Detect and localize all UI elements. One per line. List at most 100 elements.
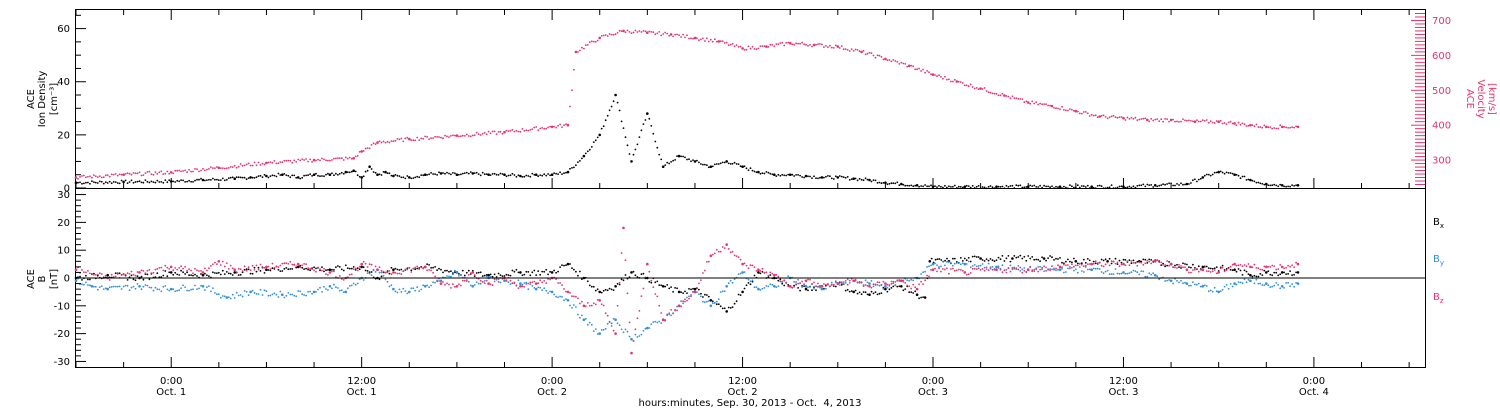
by-series-dot xyxy=(1039,265,1041,268)
bx-series-dot xyxy=(834,285,837,288)
ion-density-series-dot xyxy=(981,186,984,188)
velocity-series-dot xyxy=(404,137,407,140)
bz-series-dot xyxy=(1184,266,1186,269)
ion-density-series-point xyxy=(725,160,728,163)
ion-density-series-dot xyxy=(731,162,734,165)
ion-density-series-dot xyxy=(1162,183,1164,186)
bx-series-dot xyxy=(610,288,613,291)
ion-density-series-dot xyxy=(781,173,784,176)
bz-series-dot xyxy=(1194,268,1196,271)
bx-series-dot xyxy=(483,274,486,277)
bx-series-dot xyxy=(993,260,996,263)
by-series-dot xyxy=(283,296,286,299)
ion-density-series-dot xyxy=(418,176,421,179)
velocity-series-dot xyxy=(1219,119,1222,122)
bz-series-dot xyxy=(594,303,597,306)
velocity-series-dot xyxy=(844,48,847,50)
velocity-series-dot xyxy=(783,44,786,47)
bx-series-dot xyxy=(670,286,672,288)
by-series-dot xyxy=(948,261,950,263)
ion-density-series-dot xyxy=(479,174,482,177)
ion-density-series-dot xyxy=(463,172,466,175)
velocity-series-dot xyxy=(1138,118,1141,121)
by-series-dot xyxy=(767,285,770,288)
bx-series-dot xyxy=(299,264,302,267)
ion-density-series-dot xyxy=(938,185,940,187)
by-series-dot xyxy=(370,274,373,276)
by-series-point xyxy=(1280,285,1284,288)
ion-density-series-dot xyxy=(793,175,795,177)
ion-density-series-dot xyxy=(380,174,383,176)
bz-series-dot xyxy=(404,268,407,271)
bz-series-dot xyxy=(787,285,790,288)
bz-series-point xyxy=(852,279,855,283)
bx-series-dot xyxy=(1247,273,1250,275)
bx-series-dot xyxy=(729,307,732,309)
bz-series-dot xyxy=(604,312,607,315)
velocity-series-dot xyxy=(961,82,964,84)
velocity-series-dot xyxy=(89,175,91,178)
bz-series-dot xyxy=(892,282,895,285)
bz-series-dot xyxy=(1182,266,1184,269)
bz-series-dot xyxy=(136,271,139,273)
by-series-dot xyxy=(1051,268,1053,271)
velocity-series-dot xyxy=(1001,92,1004,95)
bz-series-dot xyxy=(610,322,613,325)
bz-series-dot xyxy=(525,283,528,285)
by-series-dot xyxy=(279,290,282,293)
by-series-dot xyxy=(1065,271,1067,273)
velocity-series-dot xyxy=(206,168,208,171)
by-series-dot xyxy=(1285,282,1287,284)
velocity-series-dot xyxy=(850,48,853,50)
bz-series-dot xyxy=(89,272,91,275)
velocity-series-dot xyxy=(668,34,671,37)
by-series-dot xyxy=(983,266,986,269)
velocity-series-point xyxy=(1249,123,1252,127)
ion-density-series-dot xyxy=(285,174,288,177)
velocity-series-dot xyxy=(624,31,627,34)
top-right-ylabel-line3: [km/s] xyxy=(1486,83,1497,115)
velocity-series-dot xyxy=(210,166,212,169)
bz-series-dot xyxy=(668,312,671,315)
bx-series-point xyxy=(884,287,887,291)
bz-series-dot xyxy=(1215,272,1218,275)
velocity-series-dot xyxy=(1045,103,1047,106)
bz-series-dot xyxy=(1130,260,1133,262)
by-series-dot xyxy=(204,289,206,291)
bz-series-dot xyxy=(1273,265,1276,267)
by-series-dot xyxy=(906,279,909,282)
bz-series-dot xyxy=(1035,267,1038,270)
velocity-series-dot xyxy=(356,155,359,157)
velocity-series-dot xyxy=(654,33,657,36)
bz-series-dot xyxy=(825,283,827,286)
ion-density-series-dot xyxy=(432,173,434,175)
velocity-series-dot xyxy=(297,158,300,161)
bx-series-dot xyxy=(553,269,555,272)
bx-series-dot xyxy=(848,290,851,293)
ion-density-series-dot xyxy=(1007,186,1010,188)
bx-series-point xyxy=(566,262,570,266)
bz-series-dot xyxy=(1015,268,1018,270)
by-series-dot xyxy=(642,330,645,332)
velocity-series-dot xyxy=(561,126,563,129)
velocity-series-dot xyxy=(1239,123,1242,126)
bz-series-dot xyxy=(465,279,468,281)
bx-series-point xyxy=(296,265,300,269)
ion-density-series-dot xyxy=(604,119,607,122)
bz-series-dot xyxy=(642,287,645,290)
by-series-dot xyxy=(219,296,222,299)
bz-series-dot xyxy=(1069,267,1071,270)
bx-series-dot xyxy=(1160,264,1163,266)
by-series-dot xyxy=(886,286,889,289)
velocity-series-point xyxy=(931,73,935,76)
by-series-dot xyxy=(475,281,478,284)
velocity-series-point xyxy=(907,64,911,68)
bx-series-dot xyxy=(342,269,345,272)
bx-series-dot xyxy=(309,269,311,272)
bx-series-dot xyxy=(529,274,532,277)
bz-series-dot xyxy=(676,309,678,312)
by-series-dot xyxy=(497,278,500,281)
by-series-dot xyxy=(575,306,577,308)
bz-series-dot xyxy=(1229,265,1232,268)
bz-series-dot xyxy=(844,280,847,282)
